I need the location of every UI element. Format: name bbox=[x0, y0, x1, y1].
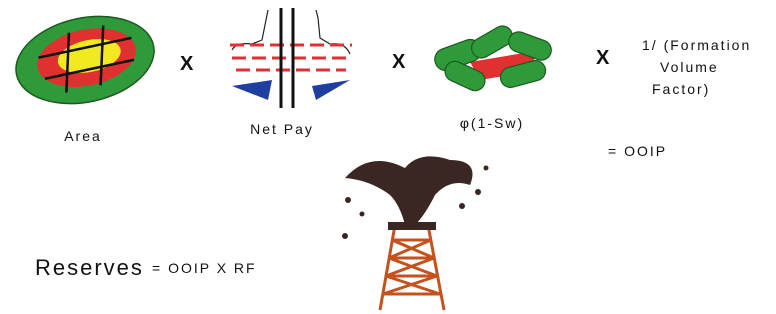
term-label: Area bbox=[64, 128, 102, 144]
net-pay-icon bbox=[230, 8, 352, 108]
reserves-label: Reserves bbox=[35, 255, 144, 280]
operator: X bbox=[392, 51, 407, 73]
fvf-line: Factor) bbox=[652, 81, 710, 97]
reserves-formula: = OOIP X RF bbox=[152, 260, 257, 276]
result: = OOIP bbox=[608, 143, 667, 159]
porosity-icon bbox=[432, 22, 554, 94]
fvf-line: 1/ (Formation bbox=[642, 37, 751, 53]
area-icon bbox=[8, 4, 162, 115]
term-label: Net Pay bbox=[250, 121, 314, 137]
operator: X bbox=[180, 53, 195, 75]
gusher-icon bbox=[342, 156, 489, 310]
diagram: X X X 1/ (Formation Volume Factor) Area … bbox=[0, 0, 776, 314]
operator: X bbox=[596, 47, 611, 69]
fvf-line: Volume bbox=[660, 59, 719, 75]
term-label: φ(1-Sw) bbox=[460, 115, 524, 131]
